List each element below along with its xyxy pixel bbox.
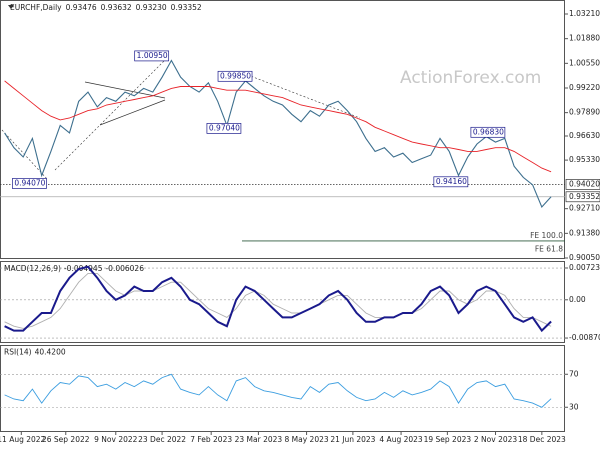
y-tick-label: 1.01880 <box>569 34 600 43</box>
triangle <box>84 81 166 126</box>
fe-label: FE 61.8 <box>535 244 563 253</box>
annotation-box <box>433 176 469 188</box>
series-line <box>4 265 552 333</box>
y-tick-label: 0.95330 <box>569 155 600 164</box>
y-tick-label: 1.03210 <box>569 9 600 18</box>
annotation-label: 1.00950 <box>137 51 168 60</box>
panel-title: RSI(14) <box>4 347 32 356</box>
annotation-box <box>217 70 253 82</box>
level-label: 0.94020 <box>569 179 600 188</box>
annotation-box <box>206 123 242 134</box>
y-tick-label: 0.91380 <box>569 228 600 237</box>
series-line <box>4 59 552 209</box>
x-tick-label: 23 Mar 2023 <box>235 435 283 444</box>
y-tick-label: 0.92710 <box>569 204 600 213</box>
x-tick-label: 11 Aug 2022 <box>0 435 46 444</box>
quote-value: 0.93476 <box>66 3 97 12</box>
level-box <box>565 179 600 190</box>
annotation-box <box>470 126 506 138</box>
x-tick-label: 4 Aug 2023 <box>379 435 422 444</box>
x-tick-label: 19 Sep 2023 <box>424 435 472 444</box>
quote-value: 0.93632 <box>101 3 132 12</box>
y-tick-label: 0.007232 <box>569 263 600 272</box>
x-tick-label: 7 Feb 2023 <box>190 435 232 444</box>
series-line <box>4 272 552 329</box>
x-tick-label: 21 Jun 2023 <box>330 435 375 444</box>
price-panel <box>0 0 565 259</box>
annotation-label: 0.99850 <box>220 71 251 80</box>
y-tick-label: 0.90050 <box>569 253 600 262</box>
quote-value: 0.93352 <box>171 3 202 12</box>
annotation-label: 0.96830 <box>473 127 504 136</box>
y-tick-label: 30 <box>569 402 579 411</box>
y-tick-label: -0.008701 <box>569 333 600 342</box>
y-tick-label: 70 <box>569 369 579 378</box>
trendline <box>99 99 166 126</box>
panel-icon <box>8 5 14 9</box>
x-tick-label: 23 Dec 2022 <box>138 435 186 444</box>
trendline <box>84 81 166 99</box>
quote-value: 0.93230 <box>136 3 167 12</box>
header: EURCHF,Daily <box>10 3 62 12</box>
trendline <box>239 71 361 119</box>
annotation-label: 0.97040 <box>209 123 240 132</box>
y-tick-label: 0.96630 <box>569 131 600 140</box>
x-tick-label: 26 Sep 2022 <box>42 435 90 444</box>
panel-title: MACD(12,26,9) <box>4 264 61 273</box>
symbol: EURCHF,Daily <box>10 3 62 12</box>
x-tick-label: 18 Dec 2023 <box>518 435 566 444</box>
trendline <box>54 59 166 171</box>
x-tick-label: 9 Nov 2022 <box>94 435 137 444</box>
annotation-box <box>134 50 170 62</box>
y-tick-label: 0.99220 <box>569 83 600 92</box>
x-tick-label: 2 Nov 2023 <box>474 435 517 444</box>
series-line <box>4 373 552 408</box>
panel-readout: 40.4200 <box>35 347 66 356</box>
watermark: ActionForex.com <box>400 68 541 88</box>
y-tick-label: 0.97890 <box>569 108 600 117</box>
annotation-label: 0.94160 <box>436 177 467 186</box>
fe-label: FE 100.0 <box>530 231 563 240</box>
panel-readout: -0.006026 <box>105 264 144 273</box>
level-box <box>565 191 600 203</box>
x-tick-label: 8 May 2023 <box>285 435 329 444</box>
rsi-panel <box>0 345 565 432</box>
y-tick-label: 1.00550 <box>569 58 600 67</box>
level-label: 0.93352 <box>569 192 600 201</box>
y-tick-label: 0.00 <box>569 295 586 304</box>
macd-panel <box>0 261 565 343</box>
annotation-box <box>12 178 47 189</box>
annotation-label: 0.94070 <box>14 178 45 187</box>
series-line <box>4 80 552 173</box>
